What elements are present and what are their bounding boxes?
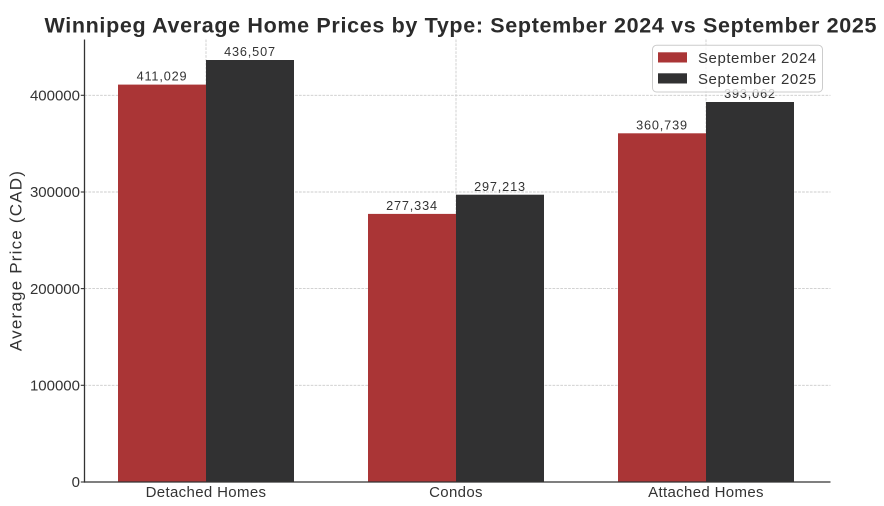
- svg-text:200000: 200000: [30, 281, 80, 298]
- svg-text:400000: 400000: [30, 88, 80, 105]
- svg-text:0: 0: [72, 474, 80, 491]
- svg-text:September 2025: September 2025: [698, 71, 817, 88]
- svg-text:Detached Homes: Detached Homes: [146, 484, 267, 501]
- svg-text:297,213: 297,213: [474, 180, 526, 194]
- svg-text:300000: 300000: [30, 184, 80, 201]
- svg-text:Winnipeg Average Home Prices b: Winnipeg Average Home Prices by Type: Se…: [44, 14, 877, 38]
- svg-text:Condos: Condos: [429, 484, 483, 501]
- svg-text:Attached Homes: Attached Homes: [648, 484, 764, 501]
- svg-text:100000: 100000: [30, 378, 80, 395]
- svg-text:September 2024: September 2024: [698, 50, 817, 67]
- svg-text:277,334: 277,334: [386, 199, 438, 213]
- svg-text:Average Price (CAD): Average Price (CAD): [7, 170, 26, 351]
- svg-text:411,029: 411,029: [137, 70, 188, 84]
- svg-text:436,507: 436,507: [224, 45, 276, 59]
- svg-text:360,739: 360,739: [636, 118, 688, 132]
